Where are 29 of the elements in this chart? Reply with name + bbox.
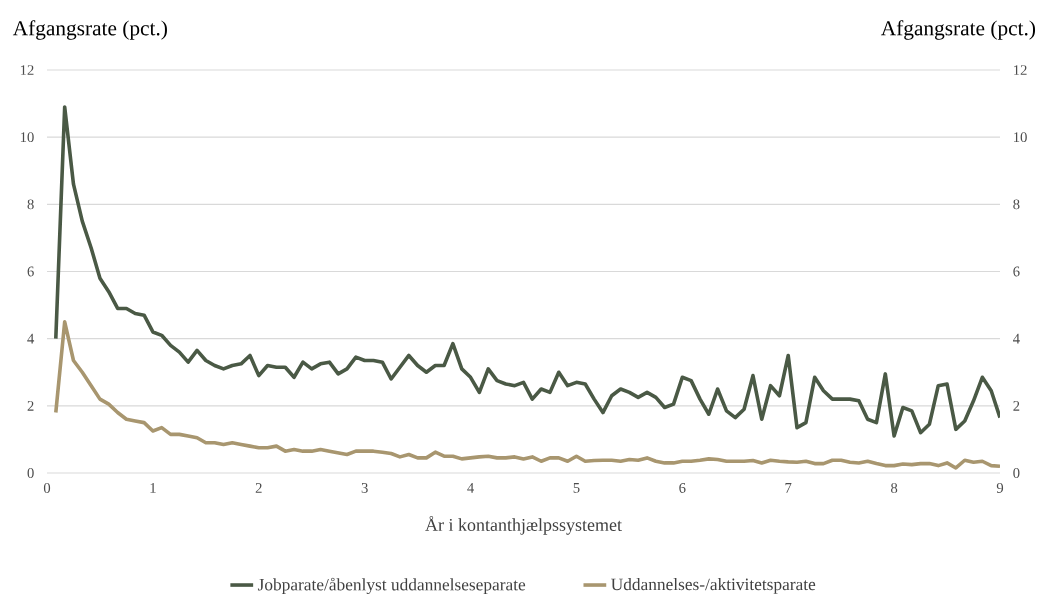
y-tick-label: 6: [27, 266, 34, 277]
x-tick-label: 4: [467, 483, 474, 493]
x-tick-label: 8: [891, 483, 898, 494]
y-tick-label: 10: [20, 132, 34, 143]
x-tick-label: 9: [996, 483, 1004, 494]
legend-label: Jobparate/åbenlyst uddannelseseparate: [257, 577, 526, 595]
y2-axis-title: Afgangsrate (pct.): [880, 20, 1036, 40]
y-tick-label: 2: [27, 401, 34, 411]
y2-tick-label: 12: [1014, 65, 1027, 76]
x-tick-label: 1: [150, 483, 156, 493]
y-tick-label: 8: [27, 199, 34, 210]
legend-label: Uddannelses-/aktivitetsparate: [611, 578, 816, 594]
x-tick-label: 3: [361, 483, 368, 494]
x-tick-label: 6: [679, 483, 686, 494]
x-tick-label: 0: [43, 483, 51, 494]
y2-tick-label: 2: [1013, 401, 1020, 411]
y-tick-label: 4: [27, 334, 35, 344]
y2-tick-label: 10: [1014, 132, 1027, 143]
y-tick-label: 0: [27, 468, 34, 479]
y-axis-title: Afgangsrate (pct.): [12, 20, 167, 40]
y2-tick-label: 0: [1013, 468, 1020, 479]
x-tick-label: 2: [255, 483, 262, 493]
x-tick-label: 5: [573, 483, 580, 493]
y2-tick-label: 4: [1013, 334, 1020, 344]
y-tick-label: 12: [20, 65, 34, 76]
y2-tick-label: 8: [1013, 199, 1020, 210]
x-tick-label: 7: [785, 483, 792, 493]
x-axis-title: År i kontanthjælpssystemet: [425, 516, 622, 535]
y2-tick-label: 6: [1013, 266, 1020, 277]
